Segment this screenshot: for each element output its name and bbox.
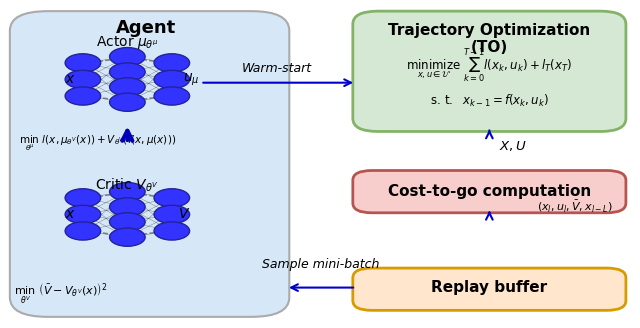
- Text: $X, U$: $X, U$: [499, 139, 527, 153]
- Text: $\underset{\theta^\mu}{\min}\ l(x,\mu_{\theta^V}(x)) + V_{\theta^V}\left(f(x,\mu: $\underset{\theta^\mu}{\min}\ l(x,\mu_{\…: [19, 133, 177, 153]
- Circle shape: [65, 189, 100, 207]
- Circle shape: [154, 54, 189, 72]
- Text: Sample mini-batch: Sample mini-batch: [262, 258, 380, 271]
- Text: $\mathrm{s.\,t.}\ \ x_{k-1}=f(x_k,u_k)$: $\mathrm{s.\,t.}\ \ x_{k-1}=f(x_k,u_k)$: [430, 92, 549, 109]
- Text: $V$: $V$: [179, 207, 191, 221]
- Circle shape: [65, 205, 100, 223]
- Text: Warm-start: Warm-start: [241, 62, 312, 74]
- Circle shape: [109, 48, 145, 66]
- Circle shape: [109, 198, 145, 216]
- Text: Agent: Agent: [116, 19, 177, 37]
- Circle shape: [109, 63, 145, 81]
- Circle shape: [109, 228, 145, 246]
- Text: Cost-to-go computation: Cost-to-go computation: [388, 184, 591, 199]
- Circle shape: [109, 78, 145, 96]
- Text: $x$: $x$: [65, 207, 76, 221]
- FancyBboxPatch shape: [353, 171, 626, 213]
- Circle shape: [65, 70, 100, 89]
- Circle shape: [109, 93, 145, 111]
- Text: Actor $\mu_{\theta^\mu}$: Actor $\mu_{\theta^\mu}$: [96, 33, 159, 51]
- Text: $(x_l, u_l, \bar{V}, x_{l-L})$: $(x_l, u_l, \bar{V}, x_{l-L})$: [537, 198, 613, 214]
- Circle shape: [109, 183, 145, 201]
- Circle shape: [109, 213, 145, 231]
- Text: Replay buffer: Replay buffer: [431, 280, 547, 295]
- FancyBboxPatch shape: [353, 268, 626, 310]
- Text: Trajectory Optimization
(TO): Trajectory Optimization (TO): [388, 23, 591, 55]
- Text: $u_\mu$: $u_\mu$: [182, 71, 199, 88]
- Circle shape: [154, 205, 189, 223]
- FancyBboxPatch shape: [10, 11, 289, 317]
- Circle shape: [65, 87, 100, 105]
- Circle shape: [154, 222, 189, 240]
- Text: $x$: $x$: [65, 72, 76, 87]
- Circle shape: [154, 87, 189, 105]
- Text: $\underset{\theta^V}{\min}\ \left(\bar{V}-V_{\theta^V}(x)\right)^2$: $\underset{\theta^V}{\min}\ \left(\bar{V…: [14, 282, 108, 306]
- Text: Critic $V_{\theta^V}$: Critic $V_{\theta^V}$: [95, 176, 159, 194]
- FancyBboxPatch shape: [353, 11, 626, 132]
- Circle shape: [65, 222, 100, 240]
- Circle shape: [65, 54, 100, 72]
- Text: $\underset{x,u\in\mathcal{U}}{\mathrm{minimize}}\ \sum_{k=0}^{T-1} l(x_k,u_k)+l_: $\underset{x,u\in\mathcal{U}}{\mathrm{mi…: [406, 47, 573, 86]
- Circle shape: [154, 70, 189, 89]
- Circle shape: [154, 189, 189, 207]
